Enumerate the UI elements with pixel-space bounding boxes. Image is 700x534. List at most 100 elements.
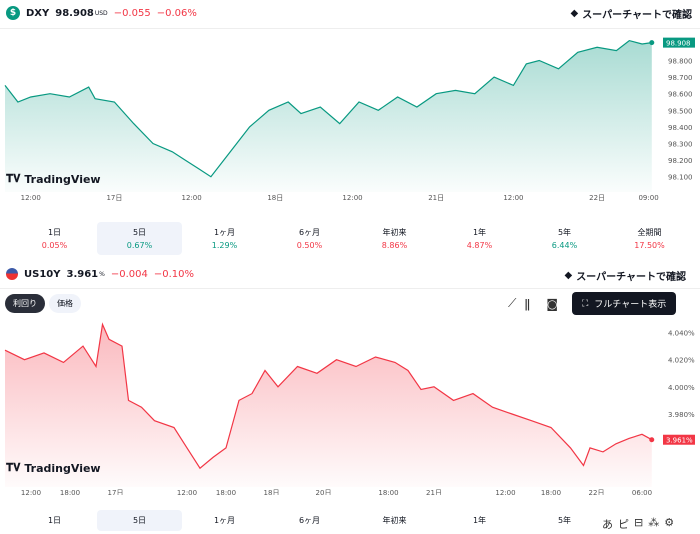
full-chart-button[interactable]: ⛶ フルチャート表示 xyxy=(571,292,677,315)
tab-5[interactable]: 1年 4.87% xyxy=(437,222,522,255)
supercharts-label: スーパーチャートで確認 xyxy=(582,10,692,21)
toolbar-icon-0[interactable]: あ xyxy=(602,518,613,531)
performance-tabs: 1日 0.05% 5日 0.67% 1ヶ月 1.29% 6ヶ月 0.50% 年初来 8.86% 1年… xyxy=(12,222,692,255)
range-tab-4[interactable]: 年初来 xyxy=(382,516,407,525)
tab-value: 1.29% xyxy=(211,241,238,250)
symbol[interactable]: US10Y xyxy=(24,268,61,280)
area-fill xyxy=(5,40,652,192)
tab-value: 4.87% xyxy=(466,241,493,250)
area-fill xyxy=(5,324,652,487)
dxy-chart[interactable]: 98.800 98.700 98.600 98.500 98.400 98.300 98.2… xyxy=(0,30,700,205)
x-tick-label: 21日 xyxy=(428,194,444,202)
us-flag-icon xyxy=(6,268,18,280)
toolbar-icon-1[interactable]: ピ xyxy=(618,518,629,531)
tab-value: 0.05% xyxy=(41,241,68,250)
tv-logo-icon: 𝐓𝐕 xyxy=(6,172,21,185)
tab-7[interactable]: 全期間 17.50% xyxy=(607,222,692,255)
change: −0.004 xyxy=(110,268,148,280)
price-toggle[interactable]: 価格 xyxy=(49,294,81,313)
supercharts-link[interactable]: ◆ スーパーチャートで確認 xyxy=(570,6,692,21)
last-price-badge xyxy=(663,37,695,48)
x-tick-label: 21日 xyxy=(426,489,442,495)
tab-4[interactable]: 年初来 8.86% xyxy=(352,222,437,255)
x-tick-label: 06:00 xyxy=(632,489,652,495)
supercharts-label: スーパーチャートで確認 xyxy=(576,272,686,283)
x-tick-label: 12:00 xyxy=(503,194,523,202)
x-tick-label: 12:00 xyxy=(495,489,515,495)
change-pct: −0.10% xyxy=(153,268,194,280)
y-tick-label: 98.100 xyxy=(668,174,693,182)
range-tab-6[interactable]: 5年 xyxy=(557,516,572,525)
x-tick-label: 22日 xyxy=(589,489,605,495)
tab-label: 5日 xyxy=(132,228,147,237)
x-tick-label: 18:00 xyxy=(60,489,80,495)
range-tab-2[interactable]: 1ヶ月 xyxy=(213,516,236,525)
fullscreen-icon: ⛶ xyxy=(581,298,589,309)
y-tick-label: 98.600 xyxy=(668,91,693,99)
tab-value: 0.67% xyxy=(126,241,153,250)
x-tick-label: 18日 xyxy=(267,194,283,202)
range-tab-5[interactable]: 1年 xyxy=(472,516,487,525)
x-tick-label: 22日 xyxy=(589,194,605,202)
tab-value: 17.50% xyxy=(634,241,665,250)
tab-0[interactable]: 1日 0.05% xyxy=(12,222,97,255)
candles-icon[interactable]: ǁ xyxy=(524,296,531,311)
camera-icon[interactable]: ◙ xyxy=(546,296,558,311)
tab-6[interactable]: 5年 6.44% xyxy=(522,222,607,255)
y-tick-label: 4.020% xyxy=(668,357,695,365)
full-chart-label: フルチャート表示 xyxy=(594,300,667,310)
y-tick-label: 98.700 xyxy=(668,74,693,82)
last-point xyxy=(649,437,655,443)
tab-label: 1年 xyxy=(472,228,487,237)
yield-toggle[interactable]: 利回り xyxy=(5,294,45,313)
us10y-chart[interactable]: 4.040% 4.020% 4.000% 3.980% 3.961% 12:00 18:00… xyxy=(0,315,700,495)
area-chart-icon[interactable]: ⟋ xyxy=(508,296,517,310)
price: 98.908 xyxy=(55,7,94,19)
x-tick-label: 09:00 xyxy=(638,194,658,202)
toolbar-icon-3[interactable]: ⁂ xyxy=(648,516,660,529)
series-line xyxy=(4,322,653,470)
unit: % xyxy=(99,270,105,278)
x-tick-label: 12:00 xyxy=(21,489,41,495)
last-price-badge xyxy=(663,434,695,445)
unit: USD xyxy=(94,9,108,17)
range-tab-1[interactable]: 5日 xyxy=(97,510,182,531)
x-tick-label: 18:00 xyxy=(378,489,398,495)
x-tick-label: 12:00 xyxy=(21,194,41,202)
y-tick-label: 98.800 xyxy=(668,58,693,66)
last-price-label: 98.908 xyxy=(666,40,691,48)
tab-1[interactable]: 5日 0.67% xyxy=(97,222,182,255)
brand-label: TradingView xyxy=(24,461,101,475)
y-tick-label: 98.200 xyxy=(668,157,693,165)
tab-2[interactable]: 1ヶ月 1.29% xyxy=(182,222,267,255)
series-line xyxy=(4,39,652,178)
symbol[interactable]: DXY xyxy=(26,7,50,19)
tab-3[interactable]: 6ヶ月 0.50% xyxy=(267,222,352,255)
x-tick-label: 20日 xyxy=(316,489,332,495)
tab-label: 1日 xyxy=(47,228,62,237)
tab-value: 0.50% xyxy=(296,241,323,250)
x-tick-label: 18:00 xyxy=(216,489,236,495)
y-tick-label: 98.500 xyxy=(668,107,693,115)
dollar-icon: $ xyxy=(6,6,20,20)
tradingview-badge-icon: ◆ xyxy=(564,270,573,281)
y-tick-label: 98.400 xyxy=(668,124,693,132)
bottom-toolbar: あピ ⊟ ⁂ ⚙ xyxy=(602,516,674,532)
range-tab-3[interactable]: 6ヶ月 xyxy=(298,516,321,525)
tab-label: 年初来 xyxy=(382,228,407,237)
x-tick-label: 12:00 xyxy=(342,194,362,202)
tradingview-logo: 𝐓𝐕 TradingView xyxy=(6,461,101,475)
supercharts-link[interactable]: ◆ スーパーチャートで確認 xyxy=(564,268,686,283)
range-tab-0[interactable]: 1日 xyxy=(47,516,62,525)
change-pct: −0.06% xyxy=(156,7,197,19)
last-point xyxy=(649,40,655,46)
range-tabs: 1日 5日 1ヶ月 6ヶ月 年初来 1年 5年 xyxy=(12,510,607,531)
y-tick-label: 98.300 xyxy=(668,141,693,149)
brand-label: TradingView xyxy=(24,172,101,186)
tradingview-logo: 𝐓𝐕 TradingView xyxy=(6,172,101,186)
toolbar-icon-2[interactable]: ⊟ xyxy=(634,516,644,529)
toolbar-icon-4[interactable]: ⚙ xyxy=(664,516,675,529)
x-tick-label: 17日 xyxy=(108,489,124,495)
tab-label: 全期間 xyxy=(637,228,662,237)
tradingview-badge-icon: ◆ xyxy=(570,8,579,19)
